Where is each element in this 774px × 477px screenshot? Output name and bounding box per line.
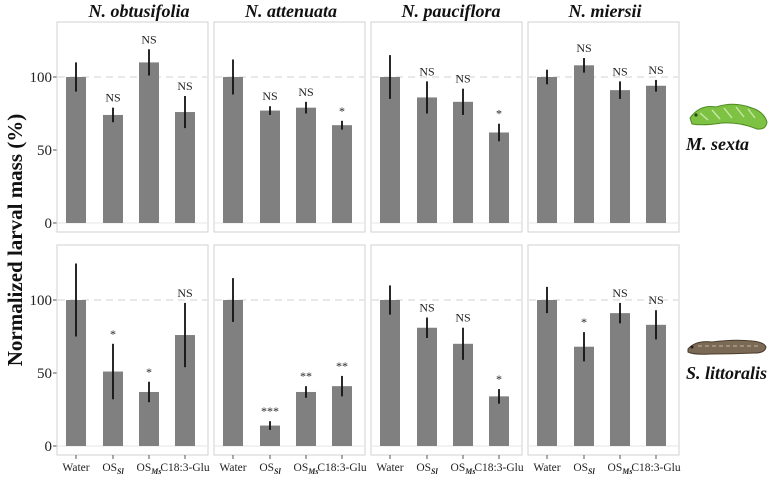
y-tick-label: 100: [30, 293, 53, 309]
significance-label: NS: [262, 89, 277, 103]
bar: [610, 313, 630, 446]
significance-label: **: [336, 359, 348, 373]
column-title-obtusifolia: N. obtusifolia: [87, 1, 189, 21]
bar: [332, 386, 352, 446]
bar: [489, 132, 509, 223]
y-axis-label: Normalized larval mass (%): [3, 114, 27, 367]
significance-label: *: [496, 107, 502, 121]
bar: [332, 125, 352, 223]
bar: [610, 90, 630, 223]
x-tick-label: Water: [533, 462, 560, 474]
significance-label: NS: [648, 63, 663, 77]
m-sexta-caterpillar-icon: [689, 103, 768, 130]
significance-label: NS: [612, 64, 627, 78]
bar: [103, 371, 123, 446]
bar: [574, 65, 594, 223]
significance-label: NS: [105, 91, 120, 105]
bar: [139, 391, 159, 446]
significance-label: NS: [576, 41, 591, 55]
significance-label: NS: [298, 85, 313, 99]
x-tick-label: Water: [219, 462, 246, 474]
bar: [537, 77, 557, 223]
row-label-m-sexta: M. sexta: [685, 134, 749, 154]
y-tick-label: 50: [37, 366, 52, 382]
x-tick-label: C18:3-Glu: [317, 462, 366, 474]
significance-label: NS: [141, 32, 156, 46]
s-littoralis-caterpillar-icon: [687, 339, 767, 355]
significance-label: **: [300, 369, 312, 383]
bar: [537, 300, 557, 446]
x-tick-label: OSMs: [608, 462, 633, 476]
significance-label: NS: [648, 293, 663, 307]
x-tick-label: OSSl: [102, 462, 124, 476]
significance-label: NS: [419, 301, 434, 315]
x-tick-label: OSSl: [573, 462, 595, 476]
significance-label: NS: [177, 79, 192, 93]
x-tick-label: OSMs: [137, 462, 162, 476]
x-tick-label: OSMs: [294, 462, 319, 476]
bar: [66, 77, 86, 223]
significance-label: *: [339, 104, 345, 118]
significance-label: ***: [261, 404, 279, 418]
x-tick-label: C18:3-Glu: [160, 462, 209, 474]
y-tick-label: 0: [45, 216, 53, 232]
bar: [223, 300, 243, 446]
bar: [66, 300, 86, 446]
significance-label: NS: [419, 64, 434, 78]
bar: [296, 107, 316, 223]
significance-label: NS: [177, 286, 192, 300]
row-label-s-littoralis: S. littoralis: [686, 363, 767, 383]
bar: [489, 396, 509, 446]
significance-label: *: [496, 372, 502, 386]
bar: [139, 62, 159, 224]
bar: [103, 114, 123, 223]
bar: [175, 112, 195, 223]
y-tick-label: 100: [30, 70, 53, 86]
bar: [296, 391, 316, 446]
x-tick-label: OSSl: [416, 462, 438, 476]
bar: [223, 77, 243, 223]
bar: [260, 110, 280, 223]
x-tick-label: C18:3-Glu: [474, 462, 523, 474]
bar: [260, 425, 280, 446]
column-title-pauciflora: N. pauciflora: [401, 1, 501, 21]
bar: [453, 101, 473, 223]
bar: [417, 97, 437, 223]
x-tick-label: C18:3-Glu: [631, 462, 680, 474]
significance-label: NS: [455, 311, 470, 325]
column-title-miersii: N. miersii: [567, 1, 641, 21]
bar: [417, 327, 437, 446]
significance-label: NS: [455, 72, 470, 86]
significance-label: *: [146, 365, 152, 379]
bar: [175, 335, 195, 446]
bar: [574, 346, 594, 446]
bar: [380, 300, 400, 446]
x-tick-label: Water: [62, 462, 89, 474]
y-tick-label: 50: [37, 143, 52, 159]
bar: [646, 324, 666, 446]
significance-label: *: [581, 315, 587, 329]
bar: [380, 77, 400, 223]
significance-label: NS: [612, 286, 627, 300]
x-tick-label: OSSl: [259, 462, 281, 476]
bar: [646, 85, 666, 223]
bar: [453, 343, 473, 446]
column-title-attenuata: N. attenuata: [244, 1, 337, 21]
x-tick-label: Water: [376, 462, 403, 474]
x-tick-label: OSMs: [451, 462, 476, 476]
y-tick-label: 0: [45, 439, 53, 455]
significance-label: *: [110, 327, 116, 341]
